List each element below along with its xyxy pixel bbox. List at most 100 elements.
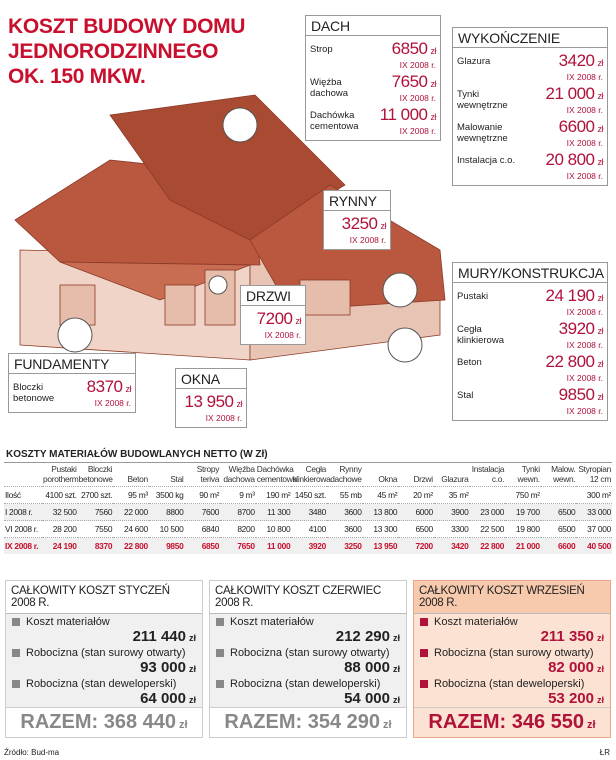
callout-item: Cegła klinkierowa 3920 zł IX 2008 r. (457, 318, 603, 351)
summary-unit: zł (596, 695, 604, 705)
callout-box: OKNA 13 950 zł IX 2008 r. (175, 368, 247, 428)
price-unit: zł (236, 399, 243, 409)
bullet (420, 680, 428, 688)
callout-item: Tynki wewnętrzne 21 000 zł IX 2008 r. (457, 83, 603, 116)
item-label: Beton (457, 357, 482, 368)
item-price: 24 190 zł IX 2008 r. (527, 287, 604, 318)
summary-value: 54 000 (344, 690, 390, 707)
summary-unit: zł (188, 664, 196, 674)
table-cell: 3600 (327, 520, 363, 538)
callout-item: Glazura 3420 zł IX 2008 r. (457, 50, 603, 83)
price-line: 3920 zł (527, 319, 604, 340)
summary-value: 211 350 (540, 628, 594, 645)
summary-label: Robocizna (stan deweloperski) (434, 678, 585, 690)
item-price: 20 800 zł IX 2008 r. (527, 151, 604, 182)
summary-label-row: Robocizna (stan surowy otwarty) (12, 647, 196, 659)
table-cell: 4100 (291, 520, 327, 538)
summary-unit: zł (596, 664, 604, 674)
table-cell: 3600 (327, 503, 363, 521)
price-date: IX 2008 r. (566, 307, 603, 317)
total-value: 346 550 (511, 711, 585, 733)
callout-title: DACH (306, 16, 440, 36)
bullet (216, 618, 224, 626)
summary-value: 212 290 (335, 628, 390, 645)
table-cell: 22 800 (113, 537, 149, 554)
title-line: KOSZT BUDOWY DOMU (8, 15, 246, 38)
total-label: RAZEM: (224, 711, 303, 733)
summary-label-row: Koszt materiałów (216, 616, 400, 628)
table-cell: 24 600 (113, 520, 149, 538)
callout-title: RYNNY (324, 191, 390, 211)
total-label: RAZEM: (428, 711, 507, 733)
table-cell: 90 m² (184, 486, 221, 504)
table-cell: 22 800 (469, 537, 506, 554)
summary-unit: zł (188, 633, 196, 643)
table-cell: 13 800 (362, 503, 399, 521)
table-cell: 6500 (398, 520, 434, 538)
header-cell: Dachówka cementowa (256, 464, 297, 484)
item-price: 6850 zł IX 2008 r. (370, 40, 437, 71)
table-cell: 7550 (77, 520, 114, 538)
callout-item: 3250 zł IX 2008 r. (328, 213, 387, 246)
header-row: Pustaki porotherm Bloczki betonowe Beton St… (4, 463, 612, 487)
row-label: Ilość (4, 486, 42, 504)
price-unit: zł (597, 359, 604, 369)
price-date: IX 2008 r. (399, 93, 436, 103)
summary-price: 93 000 zł (12, 659, 196, 676)
callout-title: OKNA (176, 369, 246, 389)
price-date: IX 2008 r. (566, 171, 603, 181)
price-value: 7650 (391, 72, 428, 91)
summary-price: 212 290 zł (216, 628, 400, 645)
summary-title: CAŁKOWITY KOSZT WRZESIEŃ 2008 R. (414, 581, 610, 614)
total-value: 354 290 (307, 711, 381, 733)
price-line: 3250 zł (328, 215, 387, 235)
table-cell (540, 486, 577, 504)
header-cell: Glazura (441, 473, 469, 484)
total-value: 368 440 (103, 711, 177, 733)
summary-unit: zł (392, 695, 400, 705)
table-title: KOSZTY MATERIAŁÓW BUDOWLANYCH NETTO (W Z… (4, 447, 612, 463)
table-cell: 8370 (77, 537, 114, 554)
item-price: 21 000 zł IX 2008 r. (527, 85, 604, 116)
title: KOSZT BUDOWY DOMU JEDNORODZINNEGO OK. 150 … (8, 14, 245, 89)
header-cell: Cegła klinkierowa (292, 464, 331, 484)
item-label: Cegła klinkierowa (457, 324, 504, 346)
price-date: IX 2008 r. (566, 373, 603, 383)
item-label: Więźba dachowa (310, 77, 349, 99)
price-unit: zł (295, 316, 302, 326)
table-cell: 33 000 (576, 503, 612, 521)
price-value: 7200 (256, 309, 293, 328)
window (299, 279, 351, 316)
table-cell: 6500 (540, 503, 577, 521)
price-date: IX 2008 r. (349, 235, 386, 245)
callout-item: Więźba dachowa 7650 zł IX 2008 r. (310, 71, 436, 104)
summary-item: Robocizna (stan deweloperski) 64 000 zł (6, 676, 202, 707)
summary-value: 53 200 (548, 690, 594, 707)
callout-box: WYKOŃCZENIE Glazura 3420 zł IX 2008 r. Tynki … (452, 27, 608, 186)
detail-circle (208, 275, 228, 295)
callout-title: WYKOŃCZENIE (453, 28, 607, 48)
table-cell: 55 mb (327, 486, 363, 504)
cost-table: KOSZTY MATERIAŁÓW BUDOWLANYCH NETTO (W Z… (4, 447, 612, 554)
price-value: 9850 (558, 385, 595, 404)
table-cell: 13 300 (362, 520, 399, 538)
summary-label-row: Koszt materiałów (12, 616, 196, 628)
table-cell: 23 000 (469, 503, 506, 521)
summary-label: Koszt materiałów (26, 616, 110, 628)
price-value: 3920 (558, 319, 595, 338)
item-price: 3420 zł IX 2008 r. (527, 52, 604, 83)
summary-price: 82 000 zł (420, 659, 604, 676)
summary-label-row: Robocizna (stan surowy otwarty) (420, 647, 604, 659)
table-cell: 20 m² (398, 486, 434, 504)
item-price: 7200 zł IX 2008 r. (245, 309, 302, 341)
price-line: 8370 zł (70, 378, 132, 398)
item-label: Bloczki betonowe (13, 382, 55, 404)
price-unit: zł (125, 384, 132, 394)
header-cell: Stal (170, 473, 184, 484)
header-cell: Więźba dachowa (223, 464, 255, 484)
table-cell: 8800 (148, 503, 185, 521)
header-cell: Bloczki betonowe (78, 464, 113, 484)
summary-label-row: Robocizna (stan deweloperski) (216, 678, 400, 690)
summary-label: Robocizna (stan surowy otwarty) (434, 647, 594, 659)
